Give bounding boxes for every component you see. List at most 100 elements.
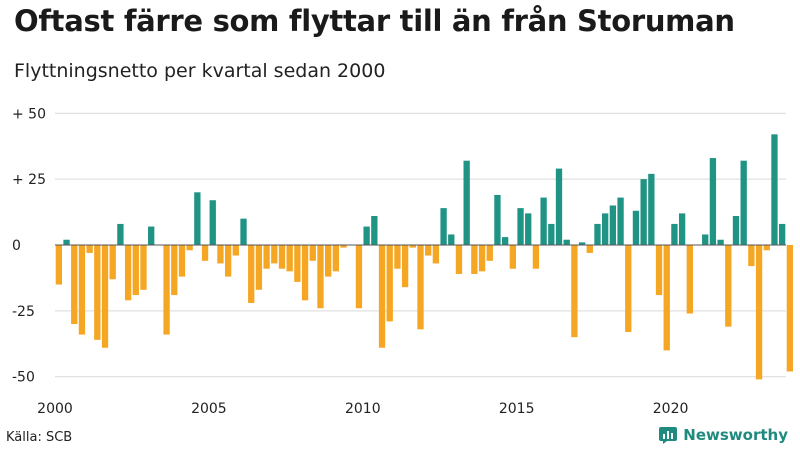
bar: [371, 216, 378, 245]
bar: [178, 245, 186, 277]
bar: [148, 226, 155, 245]
bar: [486, 245, 493, 261]
bar: [332, 245, 340, 272]
bar: [648, 173, 655, 245]
bar: [732, 216, 740, 245]
bar: [501, 237, 509, 245]
bar: [340, 245, 347, 248]
x-tick-label: 2005: [191, 401, 227, 417]
bar: [617, 197, 624, 245]
bar: [394, 245, 401, 269]
bar: [78, 245, 86, 335]
bar: [417, 245, 424, 330]
y-tick-label: + 50: [12, 106, 46, 122]
bar: [224, 245, 232, 277]
bar: [140, 245, 147, 290]
bar: [132, 245, 139, 296]
x-tick-label: 2000: [37, 401, 73, 417]
bar: [778, 223, 786, 245]
bar: [755, 245, 763, 380]
bar: [432, 245, 440, 264]
bar: [294, 245, 301, 282]
bar: [678, 213, 686, 245]
x-tick-label: 2020: [653, 401, 689, 417]
chart-logo-icon: [659, 427, 678, 444]
bar: [571, 245, 578, 338]
bar: [463, 160, 470, 245]
bar: [101, 245, 109, 348]
bar: [640, 179, 647, 245]
y-tick-label: -50: [12, 370, 35, 386]
bar: [478, 245, 486, 272]
bar: [71, 245, 78, 325]
y-tick-label: + 25: [12, 172, 46, 188]
x-tick-label: 2010: [345, 401, 381, 417]
bar: [301, 245, 309, 301]
bar: [455, 245, 463, 274]
brand-logo[interactable]: Newsworthy: [658, 425, 788, 445]
bar: [248, 245, 255, 303]
bar: [278, 245, 286, 269]
bar: [509, 245, 516, 269]
y-tick-label: -25: [12, 304, 35, 320]
bar: [717, 239, 724, 245]
bar: [232, 245, 239, 256]
bar: [471, 245, 478, 274]
bar: [263, 245, 270, 269]
chart-subtitle: Flyttningsnetto per kvartal sedan 2000: [14, 60, 386, 82]
bar: [355, 245, 363, 309]
grid-lines: [55, 112, 786, 378]
bar: [440, 208, 447, 245]
bar: [771, 134, 778, 245]
bar: [548, 223, 555, 245]
bars: [55, 134, 794, 380]
bar: [740, 160, 747, 245]
bar: [309, 245, 316, 261]
bar: [186, 245, 193, 251]
bar: [555, 168, 563, 245]
bar: [363, 226, 370, 245]
x-tick-label: 2015: [499, 401, 535, 417]
bar: [194, 192, 201, 245]
bar: [117, 223, 124, 245]
chart-title: Oftast färre som flyttar till än från St…: [14, 4, 735, 38]
bar: [124, 245, 132, 301]
bar: [625, 245, 632, 332]
bar: [209, 200, 216, 245]
bar: [171, 245, 178, 296]
bar: [663, 245, 670, 351]
bar: [655, 245, 663, 296]
brand-name: Newsworthy: [683, 426, 788, 444]
bar: [409, 245, 416, 248]
bar: [786, 245, 794, 372]
bar: [609, 205, 617, 245]
bar: [217, 245, 224, 264]
bar: [540, 197, 547, 245]
bar: [378, 245, 386, 348]
bar: [201, 245, 209, 261]
source-note: Källa: SCB: [6, 430, 73, 445]
bar: [594, 223, 601, 245]
bar: [671, 223, 678, 245]
bar: [317, 245, 324, 309]
bar: [632, 210, 640, 245]
bar: [63, 239, 70, 245]
bar: [86, 245, 93, 253]
bar: [702, 234, 709, 245]
bar: [94, 245, 101, 340]
bar: [286, 245, 293, 272]
bar: [517, 208, 524, 245]
bar: [525, 213, 532, 245]
bar: [586, 245, 593, 253]
bar: [55, 245, 63, 285]
y-tick-label: 0: [12, 238, 21, 254]
bar: [686, 245, 693, 314]
bar: [532, 245, 540, 269]
bar: [425, 245, 432, 256]
bar: [725, 245, 732, 327]
bar: [563, 239, 570, 245]
bar: [578, 242, 586, 245]
bar: [163, 245, 170, 335]
